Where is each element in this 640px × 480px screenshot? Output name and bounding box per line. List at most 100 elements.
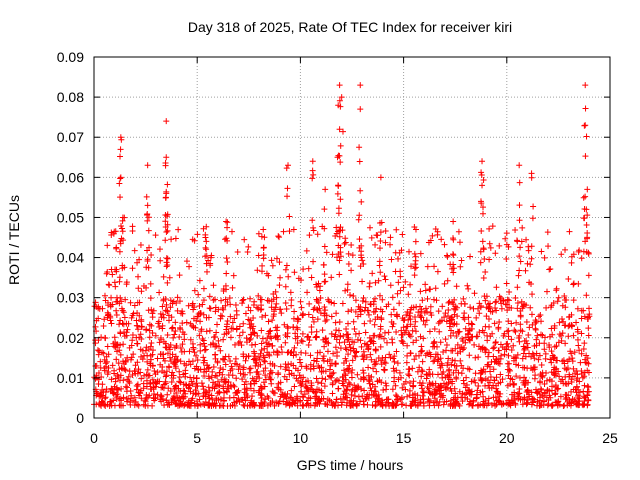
data-point [323,249,330,256]
data-point [231,341,238,348]
data-point [275,400,282,407]
data-point [165,385,172,392]
data-point [256,402,263,409]
data-point [251,380,258,387]
data-point [422,321,429,328]
data-point [218,297,225,304]
data-point [299,338,306,345]
data-point [245,316,252,323]
data-point [255,363,262,370]
data-point [573,377,580,384]
data-point [481,255,488,262]
data-point [195,291,202,298]
data-point [479,388,486,395]
data-point [200,354,207,361]
data-point [172,328,179,335]
data-point [516,332,523,339]
data-point [282,339,289,346]
data-point [239,396,246,403]
x-tick-label: 20 [499,430,515,446]
data-point [336,227,343,234]
data-point [250,387,257,394]
data-point [164,255,171,262]
data-point [582,193,589,200]
data-point [486,305,493,312]
data-point [113,384,120,391]
data-point [576,378,583,385]
data-point [330,400,337,407]
data-point [189,381,196,388]
data-point [580,388,587,395]
data-point [156,289,163,296]
data-point [261,401,268,408]
data-point [575,386,582,393]
data-point [133,382,140,389]
data-point [506,288,513,295]
data-point [412,314,419,321]
data-point [418,306,425,313]
data-point [448,317,455,324]
data-point [108,320,115,327]
data-point [404,352,411,359]
data-point [521,394,528,401]
data-point [493,298,500,305]
data-point [194,231,201,238]
data-point [326,373,333,380]
data-point [276,282,283,289]
data-point [347,291,354,298]
data-point [201,366,208,373]
data-point [565,276,572,283]
data-point [324,348,331,355]
data-point [356,158,363,165]
data-point [348,369,355,376]
data-point [282,366,289,373]
data-point [456,345,463,352]
data-point [157,257,164,264]
data-point [159,322,166,329]
data-point [116,180,123,187]
data-point [477,259,484,266]
data-point [462,334,469,341]
data-point [353,401,360,408]
data-point [285,399,292,406]
data-point [571,397,578,404]
y-tick-label: 0.09 [57,49,84,65]
data-point [309,217,316,224]
data-point [273,255,280,262]
data-point [372,279,379,286]
data-point [483,304,490,311]
data-point [399,231,406,238]
data-point [143,344,150,351]
data-point [159,396,166,403]
data-point [381,367,388,374]
data-point [202,234,209,241]
data-point [549,331,556,338]
data-point [216,369,223,376]
data-point [113,342,120,349]
data-point [408,402,415,409]
data-point [348,307,355,314]
data-point [365,372,372,379]
data-point [507,367,514,374]
data-point [283,262,290,269]
data-point [367,224,374,231]
data-point [246,321,253,328]
x-axis-label: GPS time / hours [297,457,404,473]
data-point [446,323,453,330]
data-point [210,379,217,386]
data-point [517,327,524,334]
data-point [469,402,476,409]
data-point [258,233,265,240]
data-point [505,297,512,304]
data-point [305,341,312,348]
data-point [151,368,158,374]
data-point [586,313,593,320]
data-point [251,350,258,357]
data-point [408,263,415,270]
data-point [325,340,332,347]
data-point [460,365,467,372]
data-point [431,325,438,332]
data-point [389,294,396,301]
data-point [268,298,275,305]
data-point [564,365,571,372]
